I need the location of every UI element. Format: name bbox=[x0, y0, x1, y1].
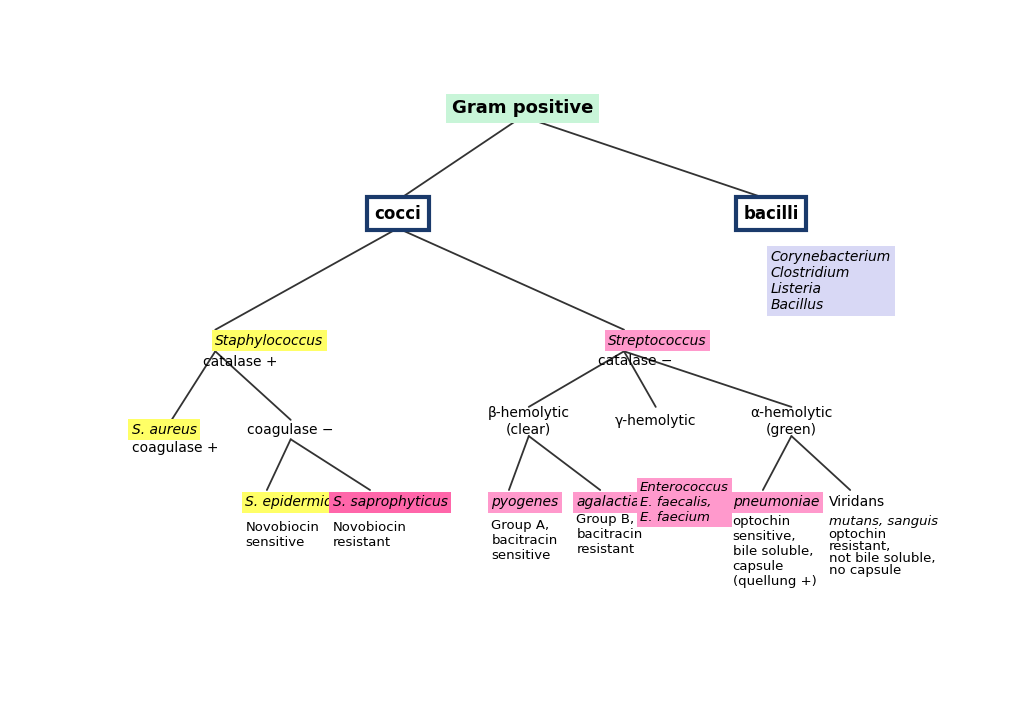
Text: Viridans: Viridans bbox=[828, 496, 885, 510]
Text: Enterococcus
E. faecalis,
E. faecium: Enterococcus E. faecalis, E. faecium bbox=[640, 481, 729, 524]
Text: not bile soluble,: not bile soluble, bbox=[828, 552, 935, 565]
Text: catalase −: catalase − bbox=[598, 354, 673, 368]
Text: Streptococcus: Streptococcus bbox=[608, 334, 707, 348]
Text: cocci: cocci bbox=[375, 205, 421, 223]
Text: optochin
sensitive,
bile soluble,
capsule
(quellung +): optochin sensitive, bile soluble, capsul… bbox=[733, 515, 816, 587]
Text: γ-hemolytic: γ-hemolytic bbox=[615, 414, 696, 428]
Text: bacilli: bacilli bbox=[743, 205, 799, 223]
Text: S. epidermidis: S. epidermidis bbox=[246, 496, 344, 510]
Text: resistant,: resistant, bbox=[828, 540, 891, 553]
Text: coagulase −: coagulase − bbox=[248, 423, 334, 437]
Text: α-hemolytic
(green): α-hemolytic (green) bbox=[751, 407, 833, 437]
Text: optochin: optochin bbox=[828, 529, 887, 541]
Text: S. saprophyticus: S. saprophyticus bbox=[333, 496, 447, 510]
Text: mutans, sanguis: mutans, sanguis bbox=[828, 515, 938, 528]
Text: Novobiocin
sensitive: Novobiocin sensitive bbox=[246, 521, 319, 549]
Text: Group B,
bacitracin
resistant: Group B, bacitracin resistant bbox=[577, 513, 643, 557]
Text: agalactiae: agalactiae bbox=[577, 496, 648, 510]
Text: catalase +: catalase + bbox=[204, 355, 278, 369]
Text: β-hemolytic
(clear): β-hemolytic (clear) bbox=[487, 407, 569, 437]
Text: Group A,
bacitracin
sensitive: Group A, bacitracin sensitive bbox=[492, 519, 558, 562]
Text: pyogenes: pyogenes bbox=[492, 496, 559, 510]
Text: Staphylococcus: Staphylococcus bbox=[215, 334, 324, 348]
Text: Corynebacterium
Clostridium
Listeria
Bacillus: Corynebacterium Clostridium Listeria Bac… bbox=[771, 250, 891, 313]
Text: no capsule: no capsule bbox=[828, 564, 901, 577]
Text: Novobiocin
resistant: Novobiocin resistant bbox=[333, 521, 407, 549]
Text: S. aureus: S. aureus bbox=[132, 423, 197, 437]
Text: pneumoniae: pneumoniae bbox=[733, 496, 819, 510]
Text: coagulase +: coagulase + bbox=[132, 442, 218, 456]
Text: Gram positive: Gram positive bbox=[452, 100, 593, 117]
